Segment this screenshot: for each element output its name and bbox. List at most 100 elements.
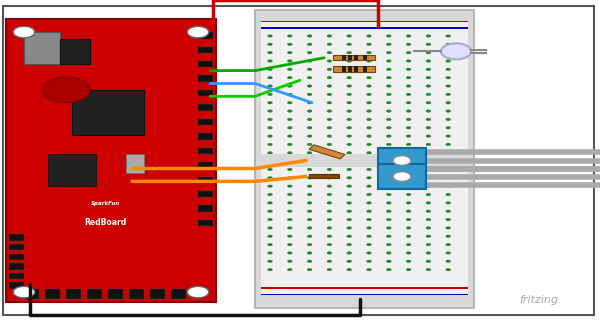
Circle shape <box>307 152 312 154</box>
Circle shape <box>446 260 451 263</box>
Circle shape <box>268 160 272 162</box>
Circle shape <box>406 35 411 37</box>
Bar <box>198 133 213 140</box>
Circle shape <box>268 177 272 179</box>
Circle shape <box>367 85 371 87</box>
Circle shape <box>446 35 451 37</box>
Circle shape <box>426 243 431 246</box>
Bar <box>9 244 24 250</box>
Circle shape <box>386 193 391 196</box>
Circle shape <box>327 227 332 229</box>
Circle shape <box>327 185 332 187</box>
Circle shape <box>367 51 371 54</box>
Circle shape <box>386 76 391 79</box>
Circle shape <box>268 101 272 104</box>
Circle shape <box>367 135 371 137</box>
Bar <box>198 61 213 67</box>
Bar <box>198 47 213 53</box>
Circle shape <box>327 218 332 221</box>
Bar <box>129 289 144 299</box>
Circle shape <box>446 101 451 104</box>
Circle shape <box>13 26 35 38</box>
Circle shape <box>307 93 312 96</box>
Circle shape <box>446 76 451 79</box>
Circle shape <box>268 185 272 187</box>
Circle shape <box>426 202 431 204</box>
Circle shape <box>393 156 411 165</box>
Circle shape <box>386 35 391 37</box>
Circle shape <box>446 252 451 254</box>
Circle shape <box>446 43 451 46</box>
Circle shape <box>406 43 411 46</box>
Circle shape <box>287 243 292 246</box>
Circle shape <box>386 60 391 62</box>
Circle shape <box>406 210 411 213</box>
Circle shape <box>347 68 352 71</box>
Circle shape <box>406 202 411 204</box>
Circle shape <box>307 202 312 204</box>
Circle shape <box>386 101 391 104</box>
Circle shape <box>268 43 272 46</box>
Bar <box>150 289 165 299</box>
Circle shape <box>446 152 451 154</box>
Circle shape <box>406 177 411 179</box>
Circle shape <box>426 68 431 71</box>
Circle shape <box>446 110 451 112</box>
Circle shape <box>327 43 332 46</box>
Circle shape <box>327 243 332 246</box>
Bar <box>9 282 24 289</box>
Circle shape <box>386 93 391 96</box>
Circle shape <box>406 193 411 196</box>
Circle shape <box>268 110 272 112</box>
Circle shape <box>268 252 272 254</box>
Circle shape <box>327 193 332 196</box>
Circle shape <box>386 210 391 213</box>
Circle shape <box>426 252 431 254</box>
Bar <box>48 154 96 186</box>
Circle shape <box>446 118 451 121</box>
Circle shape <box>446 185 451 187</box>
Circle shape <box>446 135 451 137</box>
Circle shape <box>386 202 391 204</box>
Bar <box>198 191 213 197</box>
Circle shape <box>386 260 391 263</box>
Circle shape <box>426 51 431 54</box>
Circle shape <box>287 193 292 196</box>
Circle shape <box>268 68 272 71</box>
Circle shape <box>367 243 371 246</box>
Bar <box>24 32 60 64</box>
Circle shape <box>426 35 431 37</box>
Circle shape <box>347 85 352 87</box>
Circle shape <box>406 243 411 246</box>
Circle shape <box>367 210 371 213</box>
Circle shape <box>406 235 411 238</box>
Circle shape <box>386 218 391 221</box>
Bar <box>261 154 468 167</box>
Circle shape <box>367 152 371 154</box>
Circle shape <box>347 260 352 263</box>
Circle shape <box>347 76 352 79</box>
Circle shape <box>426 168 431 171</box>
Circle shape <box>446 160 451 162</box>
Circle shape <box>347 268 352 271</box>
Circle shape <box>327 101 332 104</box>
Circle shape <box>406 252 411 254</box>
Circle shape <box>307 68 312 71</box>
Circle shape <box>386 143 391 146</box>
Circle shape <box>268 35 272 37</box>
Circle shape <box>367 193 371 196</box>
Circle shape <box>367 202 371 204</box>
Circle shape <box>446 177 451 179</box>
Circle shape <box>386 51 391 54</box>
Circle shape <box>386 243 391 246</box>
Circle shape <box>386 268 391 271</box>
Circle shape <box>426 152 431 154</box>
Circle shape <box>347 43 352 46</box>
Circle shape <box>367 68 371 71</box>
Circle shape <box>327 143 332 146</box>
Circle shape <box>287 51 292 54</box>
Circle shape <box>446 218 451 221</box>
Circle shape <box>406 51 411 54</box>
Circle shape <box>327 110 332 112</box>
Circle shape <box>386 85 391 87</box>
